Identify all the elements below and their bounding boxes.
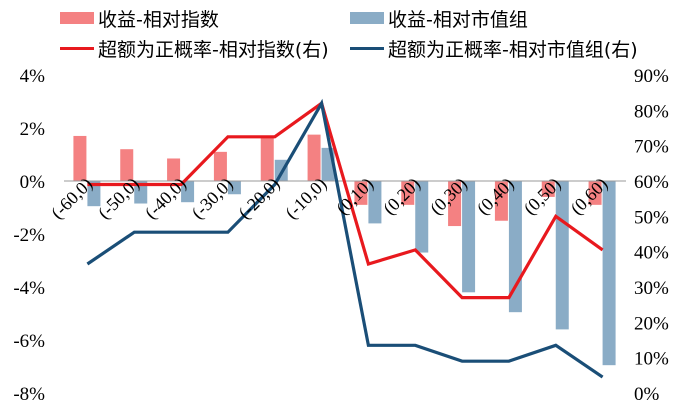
- legend-item-line-size: 超额为正概率-相对市值组(右): [350, 36, 638, 61]
- right-y-tick-label: 10%: [634, 349, 669, 370]
- bar-index-6: [354, 181, 368, 205]
- right-y-tick-label: 30%: [634, 278, 669, 299]
- legend-label-bar-size: 收益-相对市值组: [388, 8, 528, 31]
- line-series-index: [87, 100, 604, 300]
- right-y-tick-label: 0%: [634, 384, 660, 405]
- left-y-tick-label: 2%: [20, 119, 46, 140]
- bar-index-8: [448, 181, 462, 227]
- right-y-axis: 0% 10% 20% 30% 40% 50% 60% 70% 80% 90%: [634, 66, 669, 405]
- legend-swatch-line-index: [60, 46, 94, 50]
- bar-index-3: [213, 151, 227, 181]
- legend-swatch-bar-index: [60, 12, 94, 24]
- left-y-tick-label: 4%: [20, 66, 46, 87]
- left-y-tick-label: -6%: [13, 331, 45, 352]
- legend-item-bar-size: 收益-相对市值组: [350, 6, 528, 31]
- bar-size-8: [462, 181, 476, 293]
- bar-size-3: [227, 181, 241, 195]
- bar-index-11: [588, 181, 602, 205]
- bar-index-5: [307, 134, 321, 181]
- right-y-tick-label: 20%: [634, 313, 669, 334]
- bar-index-1: [120, 149, 134, 181]
- legend-item-bar-index: 收益-相对指数: [60, 6, 219, 31]
- bar-size-11: [602, 181, 616, 366]
- bar-series-group: [73, 134, 616, 366]
- right-y-tick-label: 90%: [634, 66, 669, 87]
- legend: 收益-相对指数 收益-相对市值组 超额为正概率-相对指数(右) 超额为正概率-相…: [60, 6, 680, 64]
- left-y-tick-label: -8%: [13, 384, 45, 405]
- right-y-tick-label: 70%: [634, 137, 669, 158]
- bar-size-6: [368, 181, 382, 224]
- line-series-size: [86, 98, 604, 379]
- bar-size-2: [181, 181, 195, 203]
- bar-size-0: [87, 181, 101, 207]
- bar-size-7: [415, 181, 429, 253]
- bar-index-7: [401, 181, 415, 205]
- bar-index-4: [260, 135, 274, 181]
- bar-index-9: [494, 181, 508, 221]
- left-y-tick-label: -4%: [13, 278, 45, 299]
- line-series-group: [86, 98, 604, 379]
- bar-index-0: [73, 135, 87, 181]
- legend-label-bar-index: 收益-相对指数: [98, 8, 219, 31]
- legend-label-line-size: 超额为正概率-相对市值组(右): [388, 38, 638, 61]
- right-y-tick-label: 40%: [634, 243, 669, 264]
- legend-item-line-index: 超额为正概率-相对指数(右): [60, 36, 329, 61]
- bar-size-1: [134, 181, 148, 204]
- bar-index-10: [541, 181, 555, 197]
- legend-swatch-line-size: [350, 46, 384, 50]
- legend-label-line-index: 超额为正概率-相对指数(右): [98, 38, 329, 61]
- right-y-tick-label: 50%: [634, 207, 669, 228]
- right-y-tick-label: 80%: [634, 101, 669, 122]
- legend-swatch-bar-size: [350, 12, 384, 24]
- left-y-axis: -8% -6% -4% -2% 0% 2% 4%: [13, 66, 45, 405]
- left-y-tick-label: -2%: [13, 225, 45, 246]
- bar-index-2: [167, 158, 181, 181]
- left-y-tick-label: 0%: [20, 172, 46, 193]
- right-y-tick-label: 60%: [634, 172, 669, 193]
